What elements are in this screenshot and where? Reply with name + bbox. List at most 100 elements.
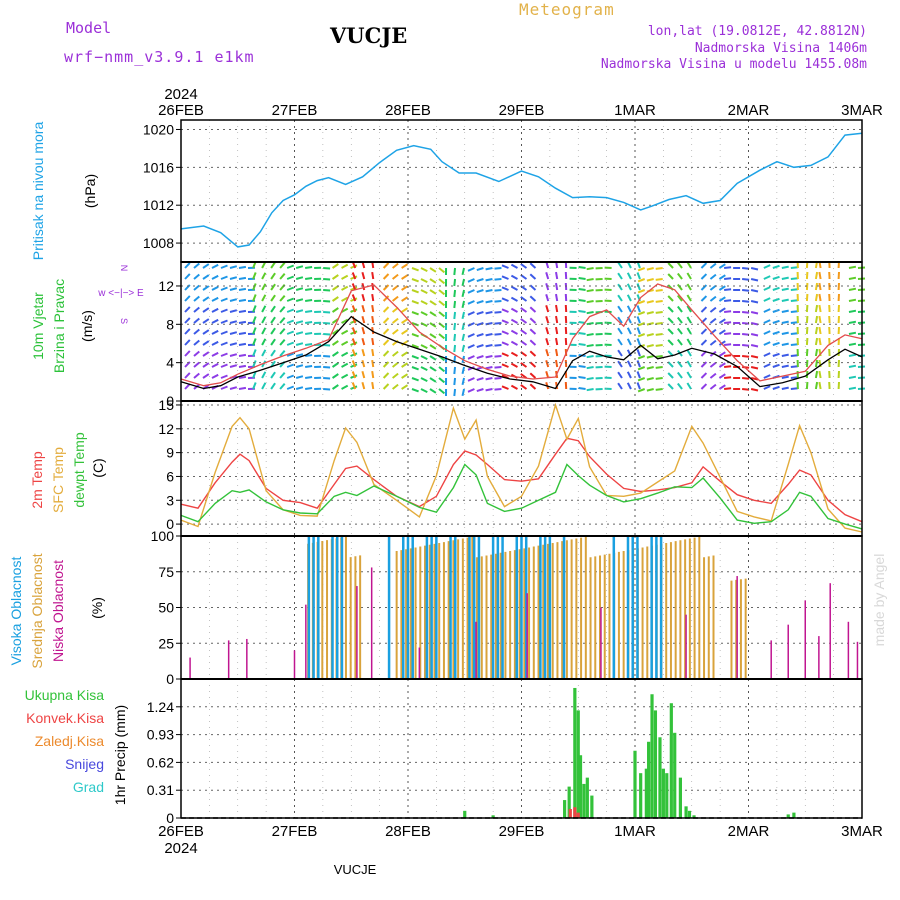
wind-arrow bbox=[382, 284, 390, 291]
model-version: wrf−nmm_v3.9.1 e1km bbox=[64, 48, 255, 66]
wind-arrow bbox=[545, 327, 550, 335]
wind-arrow bbox=[485, 344, 493, 348]
wind-arrow bbox=[520, 384, 528, 390]
wind-arrow bbox=[724, 321, 732, 324]
wind-arrow bbox=[220, 352, 228, 357]
wind-arrow bbox=[494, 366, 502, 369]
wind-arrow bbox=[814, 304, 819, 313]
wind-arrow bbox=[286, 297, 295, 302]
wind-arrow bbox=[429, 344, 437, 350]
wind-arrow bbox=[578, 288, 586, 291]
wind-arrow bbox=[391, 361, 399, 368]
wind-arrow bbox=[401, 351, 409, 357]
wind-arrow bbox=[229, 342, 238, 346]
wind-arrow bbox=[261, 272, 267, 280]
wind-arrow bbox=[529, 361, 537, 368]
wind-arrow bbox=[501, 319, 509, 324]
wind-arrow bbox=[667, 317, 674, 324]
wind-arrow bbox=[750, 289, 759, 293]
wind-arrow bbox=[636, 316, 641, 324]
wind-arrow bbox=[193, 328, 200, 335]
wind-arrow bbox=[814, 381, 819, 390]
wind-arrow bbox=[742, 322, 750, 325]
wind-arrow bbox=[667, 361, 674, 368]
wind-arrow bbox=[261, 305, 267, 313]
wind-arrow bbox=[211, 296, 219, 302]
wind-arrow bbox=[763, 308, 771, 313]
wind-arrow bbox=[323, 355, 331, 358]
wind-arrow bbox=[742, 388, 750, 391]
wind-arrow bbox=[724, 332, 732, 335]
wind-arrow bbox=[772, 352, 780, 357]
wind-arrow bbox=[361, 348, 366, 357]
wind-arrow bbox=[453, 377, 457, 386]
wind-arrow bbox=[341, 362, 349, 368]
wind-arrow bbox=[202, 340, 210, 346]
precip-legend-item: Ukupna Kisa bbox=[25, 687, 105, 703]
wind-arrow bbox=[848, 342, 857, 346]
wind-arrow bbox=[371, 271, 375, 280]
wind-arrow bbox=[270, 316, 276, 324]
wind-arrow bbox=[529, 350, 537, 357]
wind-arrow bbox=[667, 328, 674, 335]
total-rain-bar bbox=[692, 815, 696, 818]
wind-arrow bbox=[848, 265, 857, 269]
wind-arrow bbox=[742, 355, 750, 358]
wind-arrow bbox=[848, 386, 857, 390]
wind-arrow bbox=[252, 272, 257, 280]
wind-arrow bbox=[279, 262, 286, 269]
wind-arrow bbox=[686, 294, 692, 302]
total-rain-bar bbox=[661, 768, 665, 818]
wind-arrow bbox=[202, 362, 210, 368]
wind-arrow bbox=[361, 337, 366, 346]
wind-arrow bbox=[763, 264, 771, 269]
wind-arrow bbox=[351, 382, 357, 390]
wind-arrow bbox=[382, 328, 390, 335]
wind-arrow bbox=[510, 329, 518, 335]
wind-arrow bbox=[742, 300, 750, 303]
wind-arrow bbox=[790, 266, 798, 269]
wind-arrow bbox=[655, 322, 663, 325]
wind-arrow bbox=[772, 363, 780, 368]
wind-arrow bbox=[677, 294, 683, 302]
wind-arrow bbox=[677, 305, 683, 313]
wind-axis-subtitle: Brzina i Pravac bbox=[51, 279, 67, 373]
wind-arrow bbox=[700, 306, 708, 313]
wind-arrow bbox=[529, 284, 537, 291]
y-tick-label: 3 bbox=[166, 492, 174, 508]
wind-arrow bbox=[637, 267, 646, 272]
wind-arrow bbox=[637, 300, 646, 305]
compass-north: N bbox=[119, 265, 129, 272]
wind-arrow bbox=[510, 274, 518, 280]
x-tick-label-bottom: 28FEB bbox=[385, 823, 431, 840]
wind-arrow bbox=[781, 287, 789, 291]
wind-arrow bbox=[790, 354, 798, 357]
wind-arrow bbox=[279, 273, 286, 280]
wind-arrow bbox=[305, 321, 313, 324]
wind-arrow bbox=[545, 305, 550, 313]
wind-arrow bbox=[476, 289, 484, 294]
wind-arrow bbox=[686, 360, 692, 368]
wind-arrow bbox=[270, 327, 276, 335]
wind-arrow bbox=[220, 264, 228, 269]
wind-arrow bbox=[818, 293, 822, 302]
wind-arrow bbox=[781, 309, 789, 313]
wind-arrow bbox=[646, 377, 654, 381]
wind-arrow bbox=[252, 283, 257, 291]
wind-arrow bbox=[555, 315, 559, 324]
wind-arrow bbox=[438, 311, 446, 318]
wind-arrow bbox=[270, 349, 276, 357]
wind-arrow bbox=[323, 322, 331, 325]
wind-arrow bbox=[494, 344, 502, 347]
wind-arrow bbox=[637, 388, 646, 393]
wind-arrow bbox=[270, 283, 276, 291]
wind-arrow bbox=[636, 371, 641, 379]
total-rain-bar bbox=[582, 783, 586, 818]
wind-arrow bbox=[781, 265, 789, 269]
wind-arrow bbox=[305, 299, 313, 302]
station-elevation: Nadmorska Visina 1406m bbox=[694, 41, 867, 56]
wind-arrow bbox=[429, 300, 437, 306]
wind-arrow bbox=[295, 331, 304, 335]
wind-arrow bbox=[184, 317, 191, 324]
wind-arrow bbox=[586, 322, 594, 326]
